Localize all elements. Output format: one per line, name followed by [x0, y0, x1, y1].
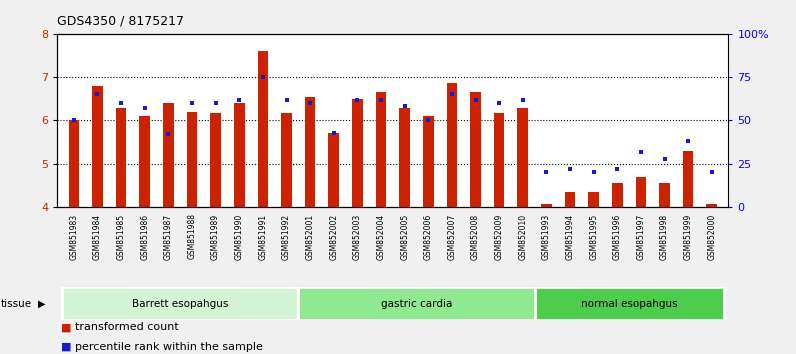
- Point: [115, 100, 127, 106]
- Bar: [707, 204, 717, 207]
- Text: GSM851987: GSM851987: [164, 213, 173, 259]
- Text: GSM851989: GSM851989: [211, 213, 220, 259]
- Point: [398, 104, 411, 109]
- Bar: [423, 116, 434, 207]
- Text: GSM852008: GSM852008: [471, 213, 480, 259]
- Text: GSM851986: GSM851986: [140, 213, 149, 259]
- Bar: [139, 116, 150, 207]
- Text: GSM852004: GSM852004: [377, 213, 385, 260]
- Point: [517, 97, 529, 102]
- Text: GSM851990: GSM851990: [235, 213, 244, 260]
- Bar: [588, 192, 599, 207]
- Point: [256, 74, 269, 80]
- Text: ■: ■: [61, 342, 72, 352]
- Text: GSM851983: GSM851983: [69, 213, 78, 259]
- Bar: [683, 151, 693, 207]
- Bar: [68, 120, 79, 207]
- Text: GSM851984: GSM851984: [93, 213, 102, 259]
- Point: [469, 97, 482, 102]
- Text: transformed count: transformed count: [75, 322, 178, 332]
- Point: [634, 149, 647, 154]
- Text: GSM852009: GSM852009: [494, 213, 504, 260]
- Bar: [329, 133, 339, 207]
- Text: GSM851995: GSM851995: [589, 213, 598, 260]
- Bar: [541, 204, 552, 207]
- Text: percentile rank within the sample: percentile rank within the sample: [75, 342, 263, 352]
- Bar: [400, 108, 410, 207]
- Text: GSM851985: GSM851985: [116, 213, 126, 259]
- Bar: [258, 51, 268, 207]
- Bar: [612, 183, 622, 207]
- Text: ▶: ▶: [38, 298, 45, 309]
- Point: [375, 97, 388, 102]
- Text: GSM852010: GSM852010: [518, 213, 527, 259]
- Bar: [234, 103, 244, 207]
- Bar: [659, 183, 670, 207]
- Point: [327, 130, 340, 135]
- Point: [422, 118, 435, 123]
- Point: [233, 97, 246, 102]
- Text: GSM851992: GSM851992: [282, 213, 291, 259]
- Bar: [210, 113, 221, 207]
- Point: [611, 166, 623, 172]
- Point: [280, 97, 293, 102]
- Text: GSM852002: GSM852002: [330, 213, 338, 259]
- Bar: [635, 177, 646, 207]
- Bar: [470, 92, 481, 207]
- Bar: [535, 287, 724, 320]
- Text: GSM851993: GSM851993: [542, 213, 551, 260]
- Point: [540, 170, 552, 175]
- Bar: [281, 113, 292, 207]
- Bar: [376, 92, 386, 207]
- Point: [705, 170, 718, 175]
- Bar: [62, 287, 298, 320]
- Point: [351, 97, 364, 102]
- Bar: [187, 112, 197, 207]
- Point: [91, 92, 103, 97]
- Bar: [564, 192, 576, 207]
- Point: [139, 105, 151, 111]
- Text: GSM852006: GSM852006: [423, 213, 433, 260]
- Point: [209, 100, 222, 106]
- Bar: [517, 108, 528, 207]
- Text: GSM851997: GSM851997: [637, 213, 646, 260]
- Point: [564, 166, 576, 172]
- Point: [446, 92, 458, 97]
- Text: GSM852003: GSM852003: [353, 213, 362, 260]
- Point: [587, 170, 600, 175]
- Text: GSM851988: GSM851988: [188, 213, 197, 259]
- Bar: [305, 97, 315, 207]
- Bar: [494, 113, 505, 207]
- Text: GSM852005: GSM852005: [400, 213, 409, 260]
- Bar: [115, 108, 127, 207]
- Bar: [92, 86, 103, 207]
- Text: GSM851998: GSM851998: [660, 213, 669, 259]
- Text: ■: ■: [61, 322, 72, 332]
- Text: GSM851999: GSM851999: [684, 213, 693, 260]
- Point: [682, 138, 695, 144]
- Bar: [163, 103, 174, 207]
- Bar: [298, 287, 535, 320]
- Point: [162, 131, 175, 137]
- Point: [658, 156, 671, 161]
- Text: GSM852007: GSM852007: [447, 213, 456, 260]
- Point: [68, 118, 80, 123]
- Text: normal esopahgus: normal esopahgus: [581, 298, 677, 309]
- Text: GSM851991: GSM851991: [259, 213, 267, 259]
- Text: GSM852001: GSM852001: [306, 213, 314, 259]
- Text: Barrett esopahgus: Barrett esopahgus: [132, 298, 228, 309]
- Point: [304, 100, 317, 106]
- Text: tissue: tissue: [1, 298, 32, 309]
- Text: GSM851994: GSM851994: [565, 213, 575, 260]
- Bar: [352, 99, 363, 207]
- Text: gastric cardia: gastric cardia: [380, 298, 452, 309]
- Text: GDS4350 / 8175217: GDS4350 / 8175217: [57, 14, 185, 27]
- Point: [493, 100, 505, 106]
- Text: GSM851996: GSM851996: [613, 213, 622, 260]
- Text: GSM852000: GSM852000: [708, 213, 716, 260]
- Bar: [447, 84, 457, 207]
- Point: [185, 100, 198, 106]
